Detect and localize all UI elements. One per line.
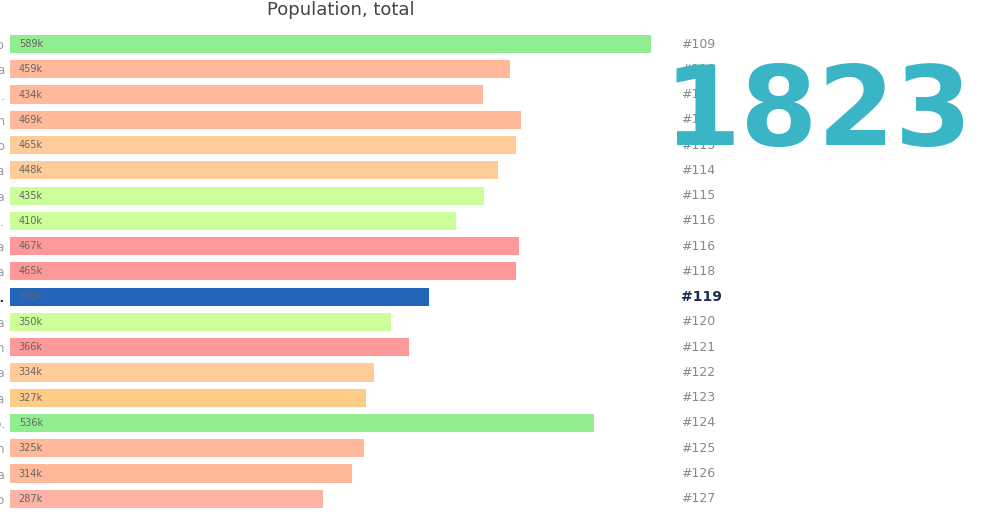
Text: 325k: 325k: [19, 443, 43, 453]
Bar: [10, 161, 498, 180]
Bar: [10, 490, 323, 508]
Text: 465k: 465k: [19, 140, 43, 150]
Bar: [10, 60, 510, 79]
Text: #110: #110: [681, 88, 715, 101]
Text: 366k: 366k: [19, 342, 43, 352]
Text: 589k: 589k: [19, 39, 43, 49]
Text: #109: #109: [681, 37, 715, 51]
Text: #113: #113: [681, 139, 715, 152]
Text: #123: #123: [681, 391, 715, 404]
Text: 465k: 465k: [19, 267, 43, 276]
Text: #122: #122: [681, 366, 715, 379]
Text: 448k: 448k: [19, 165, 43, 175]
Text: 327k: 327k: [19, 393, 43, 403]
Text: #124: #124: [681, 416, 715, 430]
Text: #116: #116: [681, 240, 715, 252]
Text: 467k: 467k: [19, 241, 43, 251]
Text: 435k: 435k: [19, 191, 43, 201]
Title: Population, total: Population, total: [267, 1, 415, 19]
Text: 314k: 314k: [19, 469, 43, 479]
Text: 469k: 469k: [19, 115, 43, 125]
Bar: [10, 388, 366, 407]
Text: 434k: 434k: [19, 90, 43, 100]
Bar: [10, 414, 594, 432]
Text: 385k: 385k: [19, 291, 43, 301]
Bar: [10, 35, 651, 53]
Text: #125: #125: [681, 442, 715, 455]
Text: #112: #112: [681, 113, 715, 126]
Text: 334k: 334k: [19, 367, 43, 377]
Text: #127: #127: [681, 492, 715, 505]
Bar: [10, 313, 391, 331]
Bar: [10, 363, 374, 382]
Text: #115: #115: [681, 189, 715, 202]
Bar: [10, 338, 409, 356]
Text: 350k: 350k: [19, 317, 43, 327]
Text: #119: #119: [681, 290, 722, 304]
Text: 1823: 1823: [664, 61, 973, 168]
Text: #114: #114: [681, 164, 715, 177]
Bar: [10, 212, 456, 230]
Text: #126: #126: [681, 467, 715, 480]
Text: #110: #110: [681, 63, 715, 76]
Bar: [10, 85, 483, 104]
Text: #120: #120: [681, 316, 715, 328]
Text: #121: #121: [681, 340, 715, 354]
Bar: [10, 464, 352, 483]
Bar: [10, 439, 364, 457]
Text: #118: #118: [681, 265, 715, 278]
Text: #116: #116: [681, 214, 715, 227]
Bar: [10, 262, 516, 280]
Bar: [10, 136, 516, 154]
Text: 287k: 287k: [19, 494, 43, 504]
Bar: [10, 237, 519, 255]
Text: 536k: 536k: [19, 418, 43, 428]
Bar: [10, 111, 521, 129]
Bar: [10, 288, 429, 306]
Text: 410k: 410k: [19, 216, 43, 226]
Bar: [10, 187, 484, 204]
Text: 459k: 459k: [19, 64, 43, 74]
